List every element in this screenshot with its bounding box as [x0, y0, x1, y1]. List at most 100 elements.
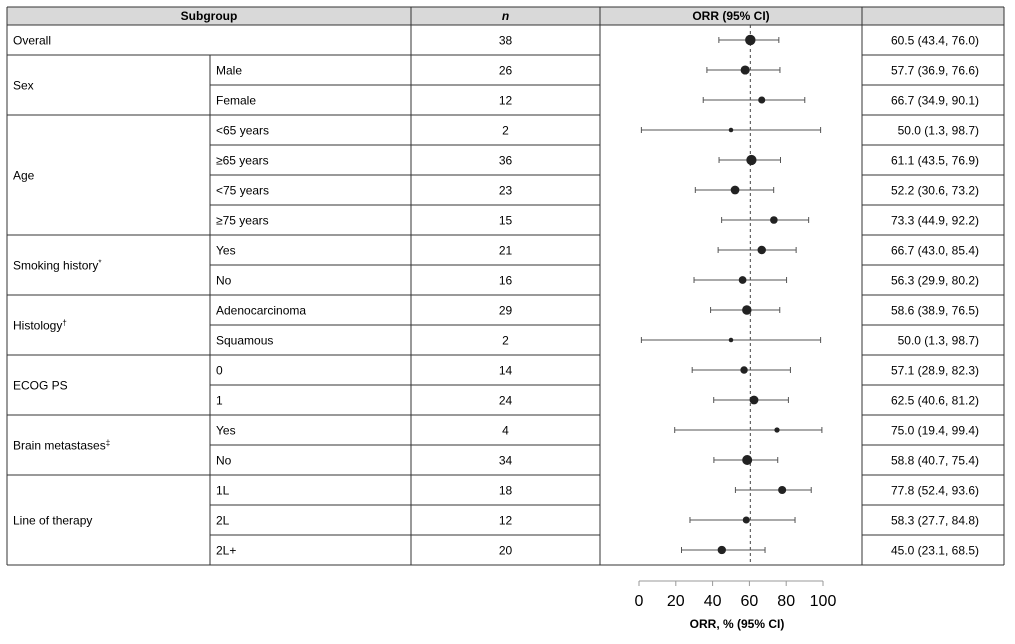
n-value: 4 [502, 424, 509, 438]
group-label-text: Brain metastases [13, 439, 106, 453]
n-value: 38 [499, 34, 513, 48]
n-value: 18 [499, 484, 513, 498]
n-value: 24 [499, 394, 513, 408]
subgroup-label: 1L [216, 484, 230, 498]
x-axis-label: ORR, % (95% CI) [690, 617, 785, 631]
footnote-marker: * [98, 258, 101, 267]
orr-ci-value: 45.0 (23.1, 68.5) [891, 544, 979, 558]
n-value: 12 [499, 94, 513, 108]
orr-ci-value: 58.3 (27.7, 84.8) [891, 514, 979, 528]
group-label-text: Age [13, 169, 35, 183]
orr-ci-value: 60.5 (43.4, 76.0) [891, 34, 979, 48]
subgroup-label: Yes [216, 424, 236, 438]
orr-ci-value: 66.7 (43.0, 85.4) [891, 244, 979, 258]
header-orr: ORR (95% CI) [692, 9, 769, 23]
n-value: 14 [499, 364, 513, 378]
orr-ci-value: 61.1 (43.5, 76.9) [891, 154, 979, 168]
orr-ci-value: 66.7 (34.9, 90.1) [891, 94, 979, 108]
n-value: 16 [499, 274, 513, 288]
subgroup-label: No [216, 274, 232, 288]
group-label: Sex [13, 79, 34, 93]
subgroup-label: Yes [216, 244, 236, 258]
n-value: 26 [499, 64, 513, 78]
group-label: Smoking history* [13, 258, 102, 273]
orr-ci-value: 50.0 (1.3, 98.7) [898, 124, 979, 138]
point-estimate-marker [728, 337, 734, 343]
n-value: 29 [499, 304, 513, 318]
x-tick-label: 0 [635, 593, 644, 610]
subgroup-label: Male [216, 64, 242, 78]
n-value: 23 [499, 184, 513, 198]
group-label: Histology† [13, 318, 67, 333]
point-estimate-marker [749, 395, 759, 405]
orr-ci-value: 58.6 (38.9, 76.5) [891, 304, 979, 318]
group-label-text: Smoking history [13, 259, 98, 273]
n-value: 34 [499, 454, 513, 468]
x-tick-label: 20 [667, 593, 685, 610]
subgroup-label: <65 years [216, 124, 269, 138]
point-estimate-marker [774, 427, 780, 433]
point-estimate-marker [717, 545, 726, 555]
group-label: Age [13, 169, 35, 183]
subgroup-label: ≥75 years [216, 214, 269, 228]
point-estimate-marker [757, 245, 766, 255]
n-value: 2 [502, 124, 509, 138]
point-estimate-marker [742, 454, 753, 466]
subgroup-label: <75 years [216, 184, 269, 198]
subgroup-label: Adenocarcinoma [216, 304, 306, 318]
subgroup-label: 2L+ [216, 544, 236, 558]
footnote-marker: ‡ [106, 438, 110, 447]
header-background [7, 7, 1004, 25]
group-label-text: Histology [13, 319, 62, 333]
subgroup-label: 0 [216, 364, 223, 378]
group-label-text: ECOG PS [13, 379, 68, 393]
orr-ci-value: 52.2 (30.6, 73.2) [891, 184, 979, 198]
point-estimate-marker [745, 34, 756, 46]
n-value: 15 [499, 214, 513, 228]
subgroup-label: ≥65 years [216, 154, 269, 168]
subgroup-label: Squamous [216, 334, 273, 348]
orr-ci-value: 50.0 (1.3, 98.7) [898, 334, 979, 348]
orr-ci-value: 73.3 (44.9, 92.2) [891, 214, 979, 228]
footnote-marker: † [62, 318, 66, 327]
point-estimate-marker [740, 65, 750, 75]
header-subgroup: Subgroup [181, 9, 238, 23]
x-tick-label: 80 [777, 593, 795, 610]
point-estimate-marker [742, 305, 752, 315]
subgroup-label: 2L [216, 514, 230, 528]
subgroup-label: Female [216, 94, 256, 108]
header-n: n [502, 9, 509, 23]
n-value: 21 [499, 244, 513, 258]
point-estimate-marker [742, 516, 750, 524]
n-value: 20 [499, 544, 513, 558]
x-tick-label: 100 [810, 593, 837, 610]
point-estimate-marker [746, 154, 757, 166]
subgroup-label: 1 [216, 394, 223, 408]
point-estimate-marker [770, 216, 778, 224]
point-estimate-marker [728, 127, 734, 133]
group-label-text: Overall [13, 34, 51, 48]
subgroup-label: No [216, 454, 232, 468]
n-value: 12 [499, 514, 513, 528]
x-tick-label: 60 [741, 593, 759, 610]
x-tick-label: 40 [704, 593, 722, 610]
point-estimate-marker [778, 485, 787, 495]
orr-ci-value: 56.3 (29.9, 80.2) [891, 274, 979, 288]
group-label-text: Sex [13, 79, 34, 93]
group-label: Line of therapy [13, 514, 92, 528]
group-label-text: Line of therapy [13, 514, 92, 528]
orr-ci-value: 62.5 (40.6, 81.2) [891, 394, 979, 408]
orr-ci-value: 57.1 (28.9, 82.3) [891, 364, 979, 378]
point-estimate-marker [730, 185, 740, 195]
orr-ci-value: 58.8 (40.7, 75.4) [891, 454, 979, 468]
orr-ci-value: 77.8 (52.4, 93.6) [891, 484, 979, 498]
point-estimate-marker [740, 366, 748, 374]
n-value: 2 [502, 334, 509, 348]
n-value: 36 [499, 154, 513, 168]
group-label: ECOG PS [13, 379, 68, 393]
orr-ci-value: 75.0 (19.4, 99.4) [891, 424, 979, 438]
point-estimate-marker [738, 276, 747, 284]
point-estimate-marker [758, 96, 766, 104]
group-label: Overall [13, 34, 51, 48]
